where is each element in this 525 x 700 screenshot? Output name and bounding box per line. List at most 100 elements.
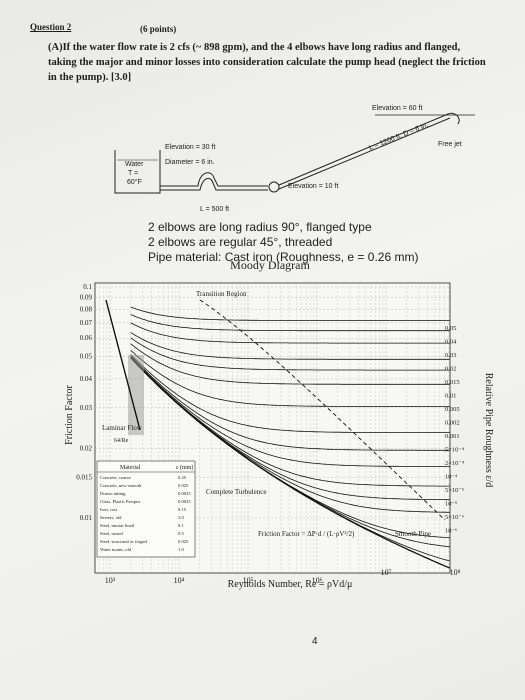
pump bbox=[268, 181, 280, 193]
table-cell: 0.0025 bbox=[178, 499, 191, 504]
roughness-curve bbox=[130, 357, 450, 487]
x-tick-label: 10⁴ bbox=[174, 576, 185, 585]
note: 2 elbows are regular 45°, threaded bbox=[148, 235, 333, 249]
right-tick-label: 0.001 bbox=[445, 433, 460, 440]
page-number: 4 bbox=[312, 636, 318, 647]
annotation: Transition Region bbox=[196, 290, 247, 298]
table-cell: 1.0 bbox=[178, 547, 184, 552]
right-tick-label: 0.03 bbox=[445, 352, 456, 359]
roughness-curve bbox=[130, 355, 450, 451]
right-tick-label: 0.02 bbox=[445, 366, 456, 373]
tank bbox=[114, 150, 161, 194]
x-tick-label: 10⁸ bbox=[450, 568, 461, 577]
pipe-1 bbox=[160, 172, 268, 187]
roughness-curve bbox=[130, 306, 450, 321]
table-header: ε (mm) bbox=[176, 464, 193, 471]
annotation: Complete Turbulence bbox=[206, 488, 266, 496]
right-tick-label: 0.015 bbox=[445, 379, 460, 386]
y-tick-label: 0.1 bbox=[83, 283, 92, 291]
pipe-1-wall bbox=[160, 177, 268, 191]
laminar-line bbox=[105, 299, 141, 431]
x-tick-label: 10⁷ bbox=[381, 568, 392, 577]
y-tick-label: 0.06 bbox=[80, 334, 93, 342]
table-cell: Water mains, old bbox=[100, 547, 132, 553]
table-cell: 0.025 bbox=[178, 539, 189, 544]
roughness-curve bbox=[130, 356, 450, 467]
y-tick-label: 0.03 bbox=[80, 404, 93, 412]
roughness-curve bbox=[130, 354, 450, 433]
roughness-curve bbox=[130, 350, 450, 407]
critical-zone bbox=[128, 355, 144, 435]
y-tick-label: 0.09 bbox=[80, 294, 93, 302]
y-tick-label: 0.02 bbox=[80, 444, 93, 452]
right-tick-label: 10⁻⁶ bbox=[445, 528, 457, 535]
right-tick-label: 5×10⁻⁵ bbox=[445, 487, 464, 494]
annotation: Smooth Pipe bbox=[395, 530, 431, 538]
table-cell: Glass, Plastic Perspex bbox=[100, 499, 141, 505]
y-axis-label: Friction Factor bbox=[64, 384, 75, 444]
x-tick-label: 10⁶ bbox=[312, 576, 323, 585]
sketch-label: Elevation = 10 ft bbox=[288, 183, 338, 190]
material-table bbox=[96, 460, 196, 558]
roughness-curve bbox=[130, 322, 450, 344]
question-number: Question 2 bbox=[30, 22, 72, 32]
right-tick-label: 10⁻⁵ bbox=[445, 501, 457, 508]
roughness-curve bbox=[130, 332, 450, 360]
table-cell: Steel, structural or forged bbox=[100, 539, 148, 545]
right-tick-label: 0.002 bbox=[445, 420, 460, 427]
roughness-curve bbox=[130, 314, 450, 332]
table-cell: Steel, mortar lined bbox=[100, 523, 135, 529]
x-tick-label: 10⁵ bbox=[243, 576, 254, 585]
table-cell: Drawn tubing bbox=[100, 491, 126, 496]
y-tick-label: 0.08 bbox=[80, 305, 93, 313]
annotation: Friction Factor = ΔP·d / (L·ρV²/2) bbox=[258, 530, 355, 538]
moody-title: Moody Diagram bbox=[230, 258, 310, 272]
table-cell: 0.5 bbox=[178, 531, 184, 536]
right-tick-label: 5×10⁻⁴ bbox=[445, 447, 465, 454]
table-cell: 0.1 bbox=[178, 523, 184, 528]
roughness-curve bbox=[130, 337, 450, 371]
y-tick-label: 0.01 bbox=[80, 514, 93, 522]
right-tick-label: 0.005 bbox=[445, 406, 460, 413]
sketch-label: 60°F bbox=[127, 178, 142, 186]
right-tick-label: 2×10⁻⁴ bbox=[445, 460, 465, 467]
problem-text: (A)If the water flow rate is 2 cfs (~ 89… bbox=[48, 42, 486, 83]
table-cell: 0.025 bbox=[178, 483, 189, 488]
right-tick-label: 0.05 bbox=[445, 325, 456, 332]
sketch-label: T = bbox=[128, 170, 138, 177]
annotation: 64/Re bbox=[114, 438, 129, 444]
table-cell: Concrete, new smooth bbox=[100, 483, 142, 489]
note: Pipe material: Cast iron (Roughness, e =… bbox=[148, 250, 419, 264]
right-tick-label: 10⁻⁴ bbox=[445, 474, 458, 481]
roughness-curve bbox=[130, 343, 450, 385]
points: (6 points) bbox=[140, 24, 177, 34]
notes: 2 elbows are long radius 90°, flanged ty… bbox=[148, 220, 418, 265]
sketch-label: Water bbox=[125, 161, 144, 168]
table-cell: 0.25 bbox=[178, 475, 187, 480]
right-tick-label: 0.01 bbox=[445, 393, 456, 400]
y-tick-label: 0.07 bbox=[80, 319, 93, 327]
x-axis-label: Reynolds Number, Re = ρVd/μ bbox=[228, 579, 353, 590]
sketch-label: Free jet bbox=[438, 141, 462, 148]
piping-sketch bbox=[114, 112, 475, 194]
table-cell: 0.15 bbox=[178, 507, 187, 512]
table-cell: Sewers, old bbox=[100, 515, 122, 521]
table-cell: Concrete, coarse bbox=[100, 475, 131, 481]
sketch-label: L = 1200 ft, D = 6 in. bbox=[368, 122, 429, 152]
table-cell: 0.0025 bbox=[178, 491, 191, 496]
note: 2 elbows are long radius 90°, flanged ty… bbox=[148, 220, 372, 234]
sketch-label: Diameter = 6 in. bbox=[165, 159, 215, 166]
table-header: Material bbox=[120, 465, 141, 471]
moody-diagram bbox=[95, 283, 450, 573]
annotation: Laminar Flow bbox=[102, 424, 143, 432]
table-cell: 3.0 bbox=[178, 515, 184, 520]
sketch-label: Elevation = 30 ft bbox=[165, 144, 215, 151]
sketch-label: Elevation = 60 ft bbox=[372, 105, 422, 112]
pipe-2-wall bbox=[278, 117, 451, 190]
right-axis-label: Relative Pipe Roughness ε/d bbox=[483, 373, 494, 487]
y-tick-label: 0.05 bbox=[80, 353, 93, 361]
x-tick-label: 10³ bbox=[105, 576, 116, 585]
y-tick-label: 0.04 bbox=[80, 375, 93, 383]
